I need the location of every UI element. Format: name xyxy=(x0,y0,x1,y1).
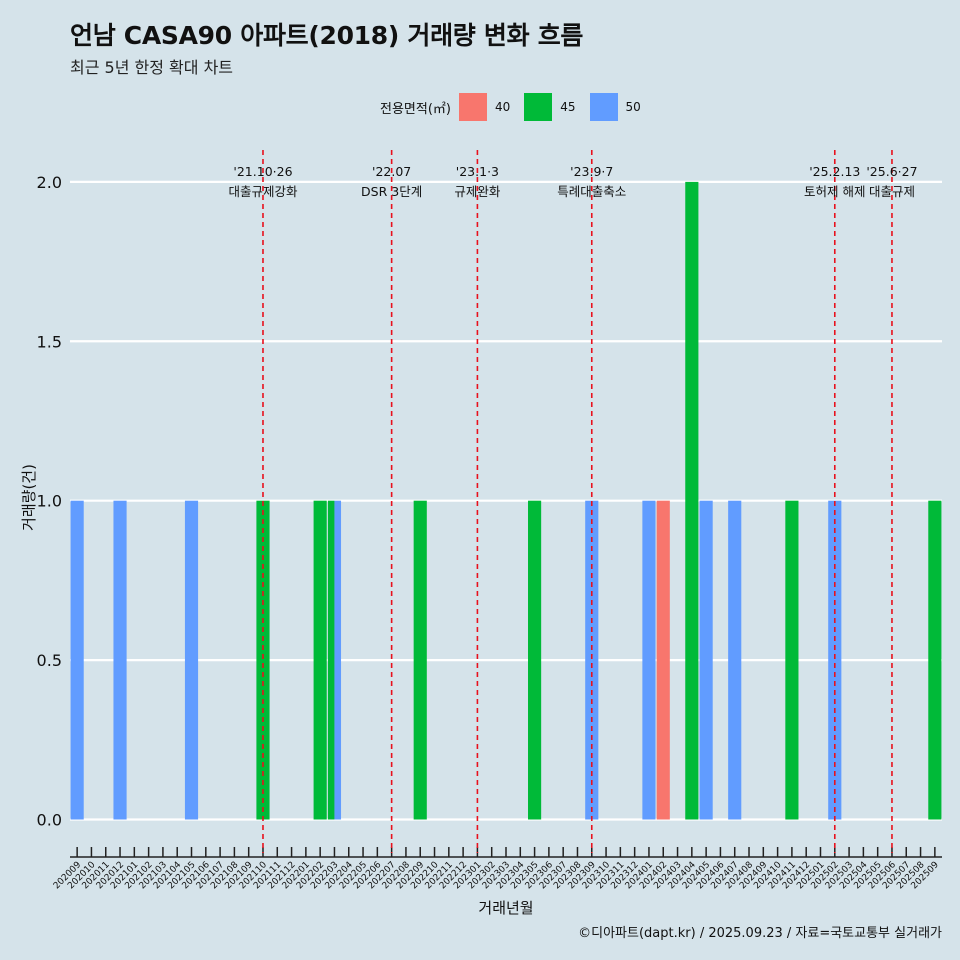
annotation-text: 특례대출축소 xyxy=(557,184,626,199)
chart-subtitle: 최근 5년 한정 확대 차트 xyxy=(70,58,234,77)
y-tick-label: 1.5 xyxy=(37,332,62,351)
source-caption: ©디아파트(dapt.kr) / 2025.09.23 / 자료=국토교통부 실… xyxy=(578,926,942,941)
legend-key-50 xyxy=(589,93,618,121)
annotation-text: DSR 3단계 xyxy=(361,184,422,199)
bar-45-202202 xyxy=(313,500,327,820)
y-tick-label: 2.0 xyxy=(37,173,62,192)
annotation-text: 대출규제 xyxy=(869,184,915,199)
y-tick-label: 0.5 xyxy=(37,651,62,670)
annotation-text: 규제완화 xyxy=(454,184,501,199)
annotation-date: '23.1·3 xyxy=(456,164,499,179)
bar-50-202012 xyxy=(113,500,127,820)
bar-45-202305 xyxy=(528,500,542,820)
bar-45-202411 xyxy=(785,500,799,820)
bar-50-202105 xyxy=(184,500,199,820)
bar-50-202203 xyxy=(334,500,342,820)
y-tick-label: 1.0 xyxy=(37,492,62,511)
bar-50-202502 xyxy=(828,500,842,820)
chart-title: 언남 CASA90 아파트(2018) 거래량 변화 흐름 xyxy=(70,21,584,50)
legend-title: 전용면적(㎡) xyxy=(380,101,451,117)
bar-45-202404 xyxy=(685,181,699,820)
bar-50-202405 xyxy=(699,500,713,820)
legend: 전용면적(㎡) 40 45 50 xyxy=(380,93,655,121)
annotation-date: '25.2.13 xyxy=(809,164,860,179)
annotation-date: '21.10·26 xyxy=(233,164,292,179)
x-axis-title: 거래년월 xyxy=(478,899,533,917)
bar-50-202407 xyxy=(728,500,742,820)
bar-50-202009 xyxy=(70,500,84,820)
bar-45-202509 xyxy=(928,500,942,820)
bar-50-202309 xyxy=(585,500,599,820)
annotation-date: '22.07 xyxy=(372,164,411,179)
bar-45-202110 xyxy=(256,500,270,820)
bar-50-202401 xyxy=(642,500,656,820)
legend-label-45: 45 xyxy=(560,100,576,114)
annotation-date: '23.9·7 xyxy=(570,164,613,179)
legend-key-45 xyxy=(524,93,553,121)
legend-key-40 xyxy=(458,93,487,121)
annotation-date: '25.6·27 xyxy=(866,164,917,179)
bar-45-202203 xyxy=(327,500,335,820)
bar-40-202402 xyxy=(656,500,670,820)
y-axis-title: 거래량(건) xyxy=(20,464,38,531)
y-tick-label: 0.0 xyxy=(37,810,62,829)
annotation-text: 토허제 해제 xyxy=(804,184,865,199)
legend-label-40: 40 xyxy=(494,100,511,114)
bar-45-202209 xyxy=(413,500,427,820)
annotation-text: 대출규제강화 xyxy=(228,184,298,199)
legend-label-50: 50 xyxy=(625,100,641,114)
